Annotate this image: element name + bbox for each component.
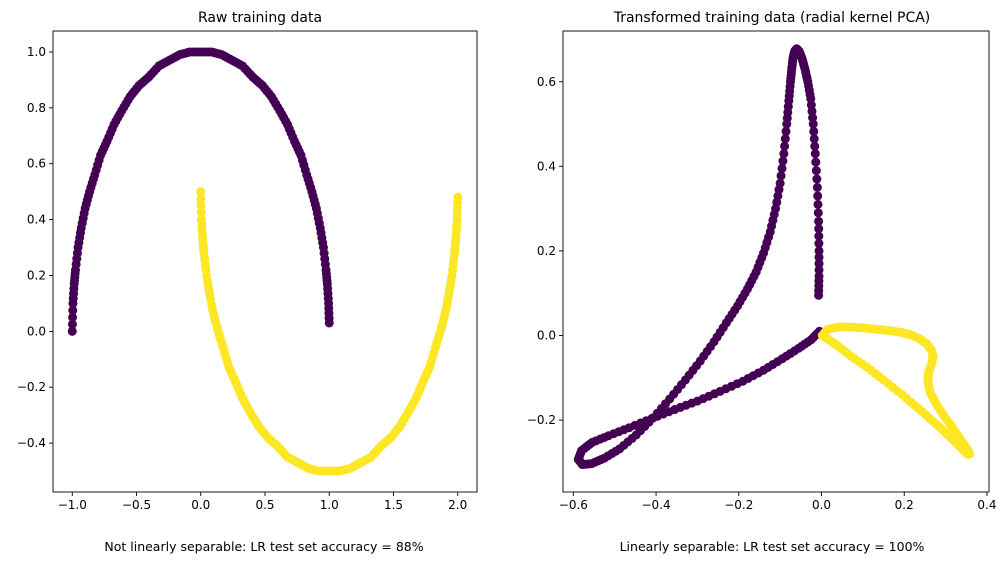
transformed-data-x-tick-label: 0.4 [977, 498, 996, 512]
transformed-data-y-tick-label: 0.4 [537, 159, 556, 173]
raw-data-y-tick-label: 0.8 [27, 101, 46, 115]
transformed-data-point-series-0 [814, 239, 824, 249]
transformed-data-points [573, 44, 975, 470]
transformed-data-point-series-0 [780, 141, 790, 151]
raw-data-point-series-0 [68, 312, 78, 322]
transformed-data-x-tick-label: −0.6 [559, 498, 588, 512]
raw-data-y-tick-label: 0.6 [27, 157, 46, 171]
raw-data-y-tick-label: 1.0 [27, 45, 46, 59]
raw-data-title: Raw training data [198, 10, 322, 26]
transformed-data-point-series-0 [810, 141, 820, 151]
transformed-data-point-series-0 [809, 134, 819, 144]
transformed-data-point-series-0 [782, 119, 792, 129]
transformed-data-point-series-0 [814, 252, 824, 262]
transformed-data-point-series-0 [814, 224, 824, 234]
transformed-data-point-series-0 [814, 246, 824, 256]
transformed-data-point-series-1 [817, 331, 827, 341]
raw-data-x-tick-label: −0.5 [122, 498, 151, 512]
transformed-data-point-series-0 [781, 126, 791, 136]
transformed-data-x-tick-label: 0.2 [895, 498, 914, 512]
raw-data-points [67, 47, 463, 476]
transformed-data-point-series-0 [813, 208, 823, 218]
raw-data-point-series-0 [324, 318, 334, 328]
raw-data-x-axis: −1.0 −0.5 0.0 0.5 1.0 1.5 2.0 [58, 492, 467, 512]
raw-data-x-tick-label: 1.0 [320, 498, 339, 512]
raw-data-point-series-1 [196, 201, 206, 211]
raw-data-point-series-0 [67, 319, 77, 329]
raw-data-point-series-0 [67, 326, 77, 336]
transformed-data-point-series-0 [811, 157, 821, 167]
transformed-data-y-tick-label: 0.0 [537, 329, 556, 343]
raw-data-x-tick-label: 0.5 [255, 498, 274, 512]
transformed-data-x-axis: −0.6 −0.4 −0.2 0.0 0.2 0.4 [559, 492, 996, 512]
transformed-data-point-series-0 [814, 271, 824, 281]
transformed-data-y-axis: −0.2 0.0 0.2 0.4 0.6 [527, 75, 563, 427]
raw-data-panel: Raw training data −1.0 −0.5 0.0 0.5 1.0 1.5 2.… [17, 10, 478, 554]
transformed-data-caption: Linearly separable: LR test set accuracy… [620, 539, 925, 554]
raw-data-y-tick-label: −0.4 [17, 436, 46, 450]
transformed-data-point-series-0 [777, 163, 787, 173]
transformed-data-x-tick-label: −0.2 [724, 498, 753, 512]
transformed-data-point-series-0 [814, 216, 824, 226]
transformed-data-point-series-0 [776, 171, 786, 181]
transformed-data-y-tick-label: 0.2 [537, 244, 556, 258]
transformed-data-point-series-0 [810, 149, 820, 159]
raw-data-y-tick-label: 0.2 [27, 268, 46, 282]
raw-data-point-series-0 [68, 305, 78, 315]
transformed-data-point-series-0 [812, 182, 822, 192]
raw-data-x-tick-label: −1.0 [58, 498, 87, 512]
transformed-data-point-series-0 [814, 231, 824, 241]
raw-data-x-tick-label: 2.0 [448, 498, 467, 512]
raw-data-y-axis: −0.4 −0.2 0.0 0.2 0.4 0.6 0.8 1.0 [17, 45, 53, 450]
transformed-data-title: Transformed training data (radial kernel… [613, 10, 931, 26]
raw-data-x-tick-label: 0.0 [191, 498, 210, 512]
raw-data-y-tick-label: 0.4 [27, 213, 46, 227]
transformed-data-point-series-0 [813, 199, 823, 209]
transformed-data-point-series-0 [778, 156, 788, 166]
transformed-data-point-series-0 [814, 259, 824, 269]
transformed-data-x-tick-label: 0.0 [812, 498, 831, 512]
transformed-data-plot-frame [562, 30, 990, 493]
transformed-data-point-series-0 [811, 166, 821, 176]
raw-data-point-series-1 [196, 187, 206, 197]
raw-data-point-series-1 [196, 194, 206, 204]
raw-data-point-series-1 [453, 192, 463, 202]
transformed-data-y-tick-label: −0.2 [527, 413, 556, 427]
transformed-data-point-series-0 [812, 174, 822, 184]
raw-data-point-series-1 [196, 208, 206, 218]
raw-data-y-tick-label: 0.0 [27, 324, 46, 338]
transformed-data-panel: Transformed training data (radial kernel… [527, 10, 997, 554]
transformed-data-point-series-0 [780, 134, 790, 144]
transformed-data-point-series-0 [779, 149, 789, 159]
transformed-data-point-series-0 [814, 265, 824, 275]
raw-data-caption: Not linearly separable: LR test set accu… [104, 539, 423, 554]
transformed-data-point-series-0 [813, 191, 823, 201]
transformed-data-y-tick-label: 0.6 [537, 75, 556, 89]
transformed-data-x-tick-label: −0.4 [641, 498, 670, 512]
raw-data-y-tick-label: −0.2 [17, 380, 46, 394]
transformed-data-point-series-0 [809, 126, 819, 136]
raw-data-x-tick-label: 1.5 [384, 498, 403, 512]
